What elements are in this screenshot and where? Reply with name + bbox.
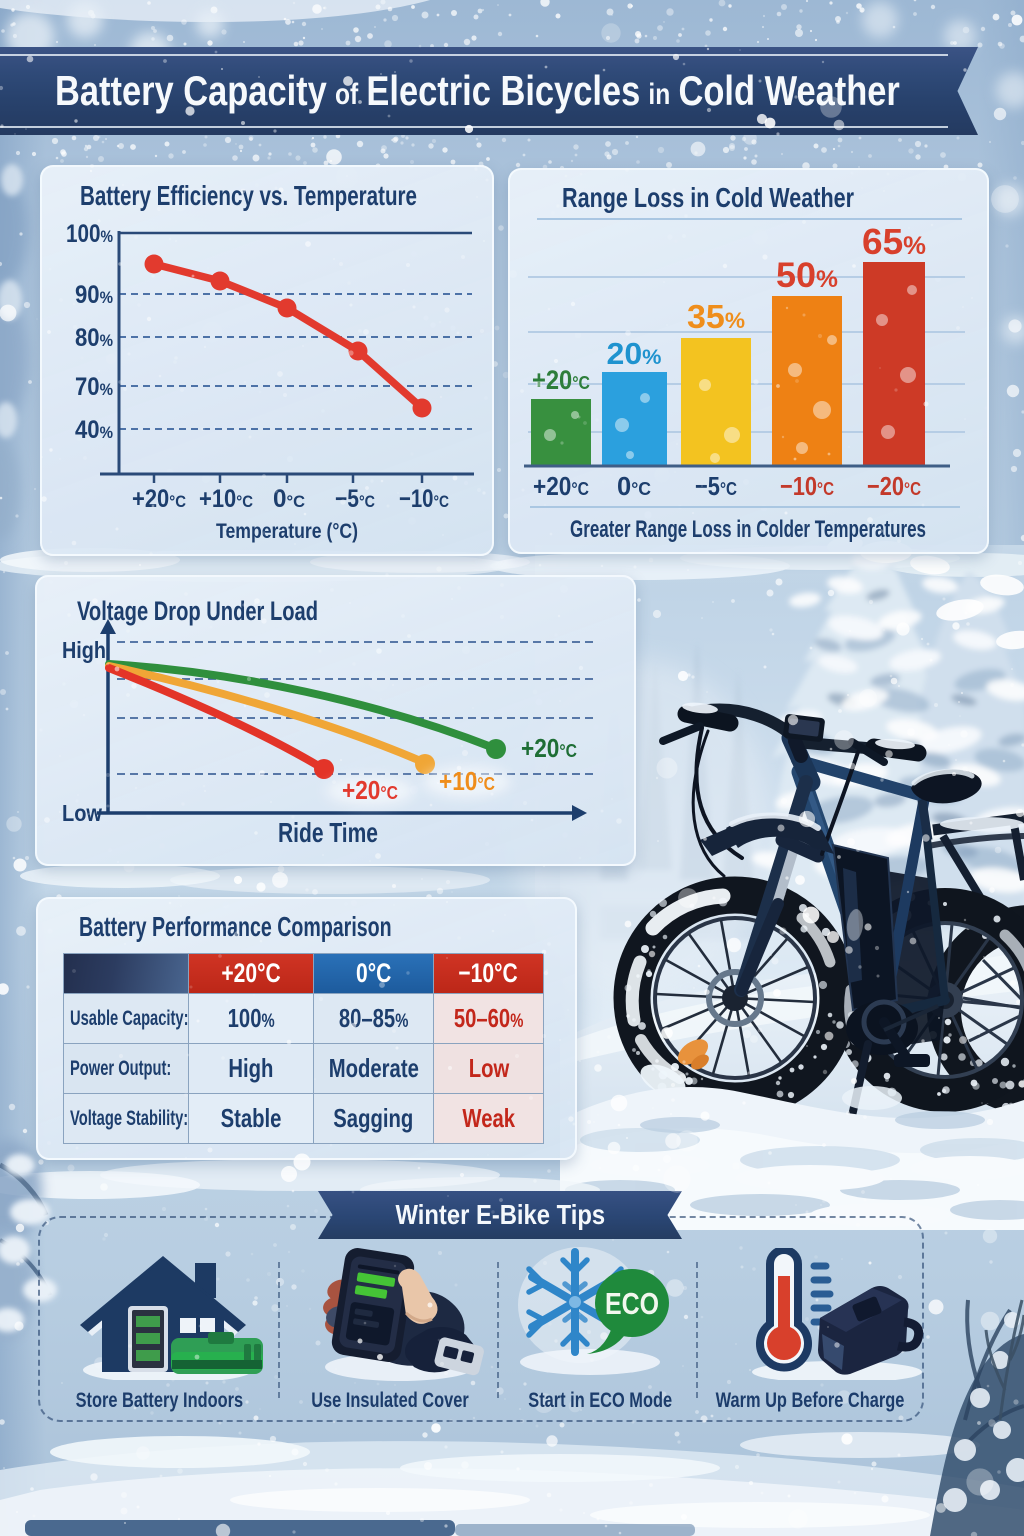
svg-text:65%: 65% [862, 221, 926, 262]
svg-text:Greater Range Loss in Colder T: Greater Range Loss in Colder Temperature… [570, 516, 926, 543]
svg-text:70%: 70% [75, 373, 113, 401]
svg-text:100%: 100% [66, 220, 113, 248]
svg-text:80%: 80% [75, 324, 113, 352]
svg-text:−20°C: −20°C [867, 471, 921, 501]
svg-text:Battery Efficiency vs. Tempera: Battery Efficiency vs. Temperature [80, 180, 417, 211]
svg-text:Low: Low [62, 800, 102, 826]
svg-text:−5°C: −5°C [335, 485, 375, 513]
svg-text:−10°C: −10°C [780, 471, 834, 501]
svg-text:Voltage Drop Under Load: Voltage Drop Under Load [77, 596, 318, 626]
svg-text:50%: 50% [776, 256, 838, 295]
svg-text:+10°C: +10°C [439, 766, 495, 796]
svg-text:40%: 40% [75, 416, 113, 444]
svg-text:+20°C: +20°C [132, 485, 186, 513]
svg-text:Temperature (°C): Temperature (°C) [216, 520, 358, 543]
svg-text:−5°C: −5°C [695, 471, 737, 501]
svg-text:90%: 90% [75, 281, 113, 309]
svg-text:Range Loss in Cold Weather: Range Loss in Cold Weather [562, 182, 854, 213]
svg-text:ECO: ECO [605, 1286, 659, 1321]
svg-text:−10°C: −10°C [399, 485, 449, 513]
svg-text:High: High [62, 637, 106, 663]
svg-text:+20°C: +20°C [532, 365, 590, 395]
svg-text:+10°C: +10°C [199, 485, 253, 513]
svg-text:+20°C: +20°C [521, 733, 577, 763]
svg-text:20%: 20% [607, 336, 662, 371]
svg-text:+20°C: +20°C [533, 471, 589, 501]
svg-text:0°C: 0°C [617, 471, 651, 501]
svg-text:35%: 35% [687, 298, 745, 335]
svg-text:0°C: 0°C [273, 485, 305, 513]
svg-text:Ride Time: Ride Time [278, 817, 378, 848]
